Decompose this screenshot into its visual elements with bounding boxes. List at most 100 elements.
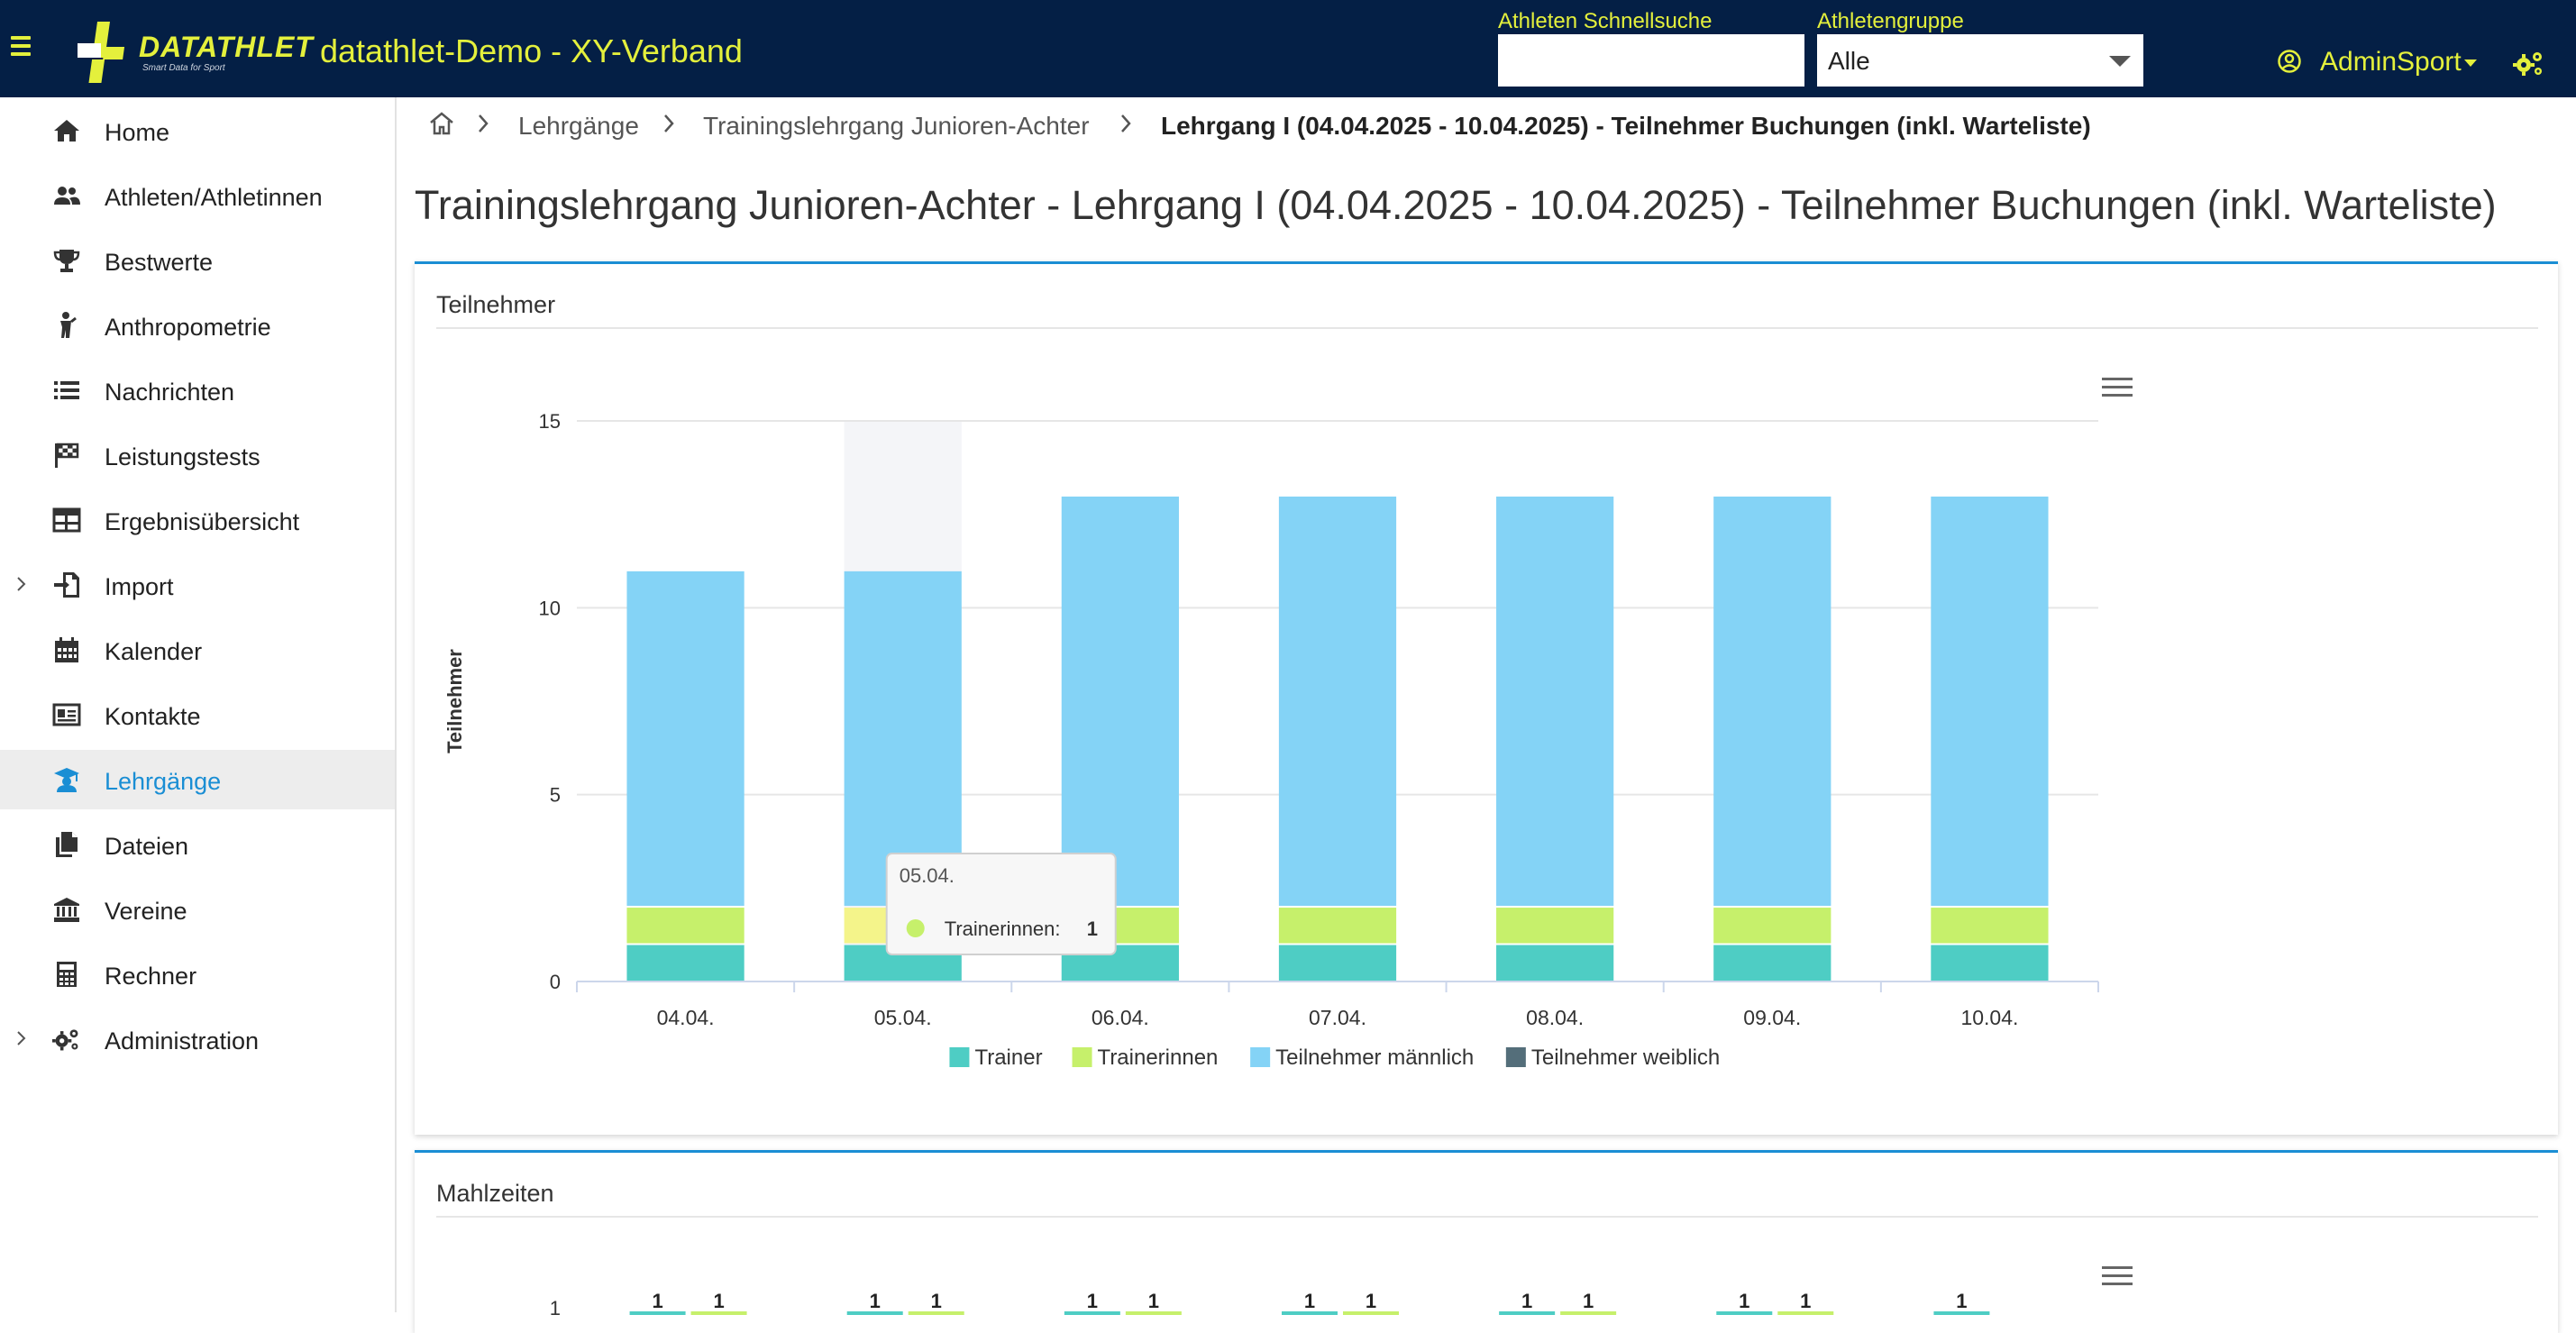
breadcrumb-item-lehrgaenge[interactable]: Lehrgänge <box>518 112 639 140</box>
x-tick-label: 04.04. <box>657 1006 715 1029</box>
person-icon <box>60 312 77 338</box>
sidebar-item-lehrgaenge[interactable]: Lehrgänge <box>0 750 395 809</box>
bar-teilnehmer-männlich <box>1713 496 1832 907</box>
home-icon <box>54 120 79 142</box>
sidebar-item-home[interactable]: Home <box>0 101 395 160</box>
sidebar-item-label: Rechner <box>105 963 197 990</box>
chevron-right-icon[interactable] <box>14 577 29 591</box>
user-caret-icon[interactable] <box>2464 59 2477 67</box>
data-label: 1 <box>1366 1290 1376 1312</box>
x-tick-label: 09.04. <box>1743 1006 1801 1029</box>
x-tick-label: 07.04. <box>1309 1006 1366 1029</box>
bar-teilnehmer-männlich <box>1931 496 2049 907</box>
tooltip-box <box>885 853 1117 955</box>
sidebar-item-label: Administration <box>105 1027 260 1055</box>
y-tick-label: 1 <box>550 1297 561 1315</box>
bar-trainerinnen <box>1713 908 1832 944</box>
participants-chart: 0 5 10 15 Teilnehmer 04.04. 05.04. 06.04. 07.04.… <box>443 410 2099 1070</box>
sidebar-item-label: Athleten/Athletinnen <box>105 184 323 211</box>
legend-item-teilnehmer-weiblich: Teilnehmer weiblich <box>1531 1045 1720 1070</box>
sidebar-item-rechner[interactable]: Rechner <box>0 945 395 1004</box>
athlete-group-select[interactable]: Alle <box>1817 34 2143 87</box>
bar-trainerinnen <box>1278 908 1397 944</box>
y-tick-label: 10 <box>539 597 561 619</box>
sidebar-item-label: Vereine <box>105 898 187 925</box>
sidebar-item-leistungstests[interactable]: Leistungstests <box>0 425 395 485</box>
data-label: 1 <box>652 1290 662 1312</box>
page-title: Trainingslehrgang Junioren-Achter - Lehr… <box>415 182 2497 228</box>
card-divider <box>436 327 2538 329</box>
card-divider <box>436 1216 2538 1218</box>
bar-trainer <box>1931 945 2049 981</box>
sidebar-item-vereine[interactable]: Vereine <box>0 880 395 939</box>
meals-card: Mahlzeiten 1 1 1 1 1 1 1 1 1 1 1 1 1 1 <box>415 1150 2558 1333</box>
tooltip-value: 1 <box>1087 918 1098 940</box>
bar-teilnehmer-männlich <box>844 571 962 907</box>
chevron-right-icon <box>664 114 674 132</box>
calendar-icon <box>55 637 78 662</box>
tooltip-marker <box>906 919 925 937</box>
trophy-icon <box>53 250 80 272</box>
data-label: 1 <box>1148 1290 1159 1312</box>
x-tick-label: 06.04. <box>1092 1006 1149 1029</box>
sidebar-item-label: Kontakte <box>105 703 201 730</box>
home-breadcrumb-icon[interactable] <box>427 110 456 137</box>
bar-trainer <box>1278 945 1397 981</box>
calculator-icon <box>57 962 77 987</box>
chevron-right-icon[interactable] <box>14 1031 29 1045</box>
sidebar-item-administration[interactable]: Administration <box>0 1009 395 1069</box>
athlete-search-input[interactable] <box>1498 34 1804 87</box>
sidebar-item-label: Nachrichten <box>105 379 235 406</box>
legend-swatch <box>1250 1047 1271 1067</box>
import-icon <box>54 572 79 598</box>
sidebar-item-kalender[interactable]: Kalender <box>0 620 395 680</box>
sidebar-item-dateien[interactable]: Dateien <box>0 815 395 874</box>
sidebar-item-ergebnisuebersicht[interactable]: Ergebnisübersicht <box>0 490 395 550</box>
list-icon <box>54 381 79 399</box>
top-bar: DATATHLET Smart Data for Sport datathlet… <box>0 0 2576 97</box>
legend-swatch <box>949 1047 970 1067</box>
bar-trainerinnen <box>626 908 744 944</box>
chart-tooltip: 05.04. Trainerinnen: 1 <box>885 853 1117 955</box>
x-tick-label: 05.04. <box>874 1006 932 1029</box>
bar-trainerinnen <box>1931 908 2049 944</box>
sidebar-item-athletes[interactable]: Athleten/Athletinnen <box>0 166 395 225</box>
data-label: 1 <box>870 1290 881 1312</box>
settings-gears-icon[interactable] <box>2513 49 2545 78</box>
meals-card-title: Mahlzeiten <box>436 1180 554 1207</box>
flag-icon <box>55 443 79 468</box>
chart-menu-icon[interactable] <box>2102 1265 2133 1288</box>
bar-teilnehmer-männlich <box>626 571 744 907</box>
y-tick-label: 0 <box>550 971 561 993</box>
bar-teilnehmer-männlich <box>1278 496 1397 907</box>
breadcrumb-item-current: Lehrgang I (04.04.2025 - 10.04.2025) - T… <box>1161 112 2091 140</box>
sidebar-item-bestwerte[interactable]: Bestwerte <box>0 231 395 290</box>
building-icon <box>54 898 79 922</box>
y-tick-label: 15 <box>539 410 561 433</box>
sidebar-item-import[interactable]: Import <box>0 555 395 615</box>
logo-mark-icon <box>78 22 125 83</box>
participants-card: Teilnehmer 0 5 10 15 Teilnehmer 04.04. 05.04. 0… <box>415 261 2558 1135</box>
sidebar-item-kontakte[interactable]: Kontakte <box>0 685 395 744</box>
sidebar-item-anthropometrie[interactable]: Anthropometrie <box>0 296 395 355</box>
chart-menu-icon[interactable] <box>2102 376 2133 399</box>
breadcrumb-item-course[interactable]: Trainingslehrgang Junioren-Achter <box>703 112 1090 140</box>
bar-trainer <box>626 945 744 981</box>
athlete-group-value: Alle <box>1828 47 1870 75</box>
legend-item-teilnehmer-männlich: Teilnehmer männlich <box>1275 1045 1474 1070</box>
sidebar-item-nachrichten[interactable]: Nachrichten <box>0 361 395 420</box>
x-tick-label: 08.04. <box>1526 1006 1584 1029</box>
select-caret-icon <box>2109 56 2131 67</box>
hamburger-menu-icon[interactable] <box>11 36 31 61</box>
legend-swatch <box>1072 1047 1092 1067</box>
meals-chart: 1 1 1 1 1 1 1 1 1 1 1 1 1 1 <box>550 1290 1990 1315</box>
logo[interactable]: DATATHLET Smart Data for Sport <box>74 22 313 85</box>
sidebar-item-label: Ergebnisübersicht <box>105 508 300 535</box>
sidebar-item-label: Anthropometrie <box>105 314 271 341</box>
legend-item-trainer: Trainer <box>974 1045 1042 1070</box>
user-menu-button[interactable]: AdminSport <box>2320 47 2462 77</box>
sidebar-item-label: Import <box>105 573 174 600</box>
sidebar-item-label: Bestwerte <box>105 249 214 276</box>
user-circle-icon[interactable] <box>2277 49 2302 74</box>
table-icon <box>52 507 81 533</box>
